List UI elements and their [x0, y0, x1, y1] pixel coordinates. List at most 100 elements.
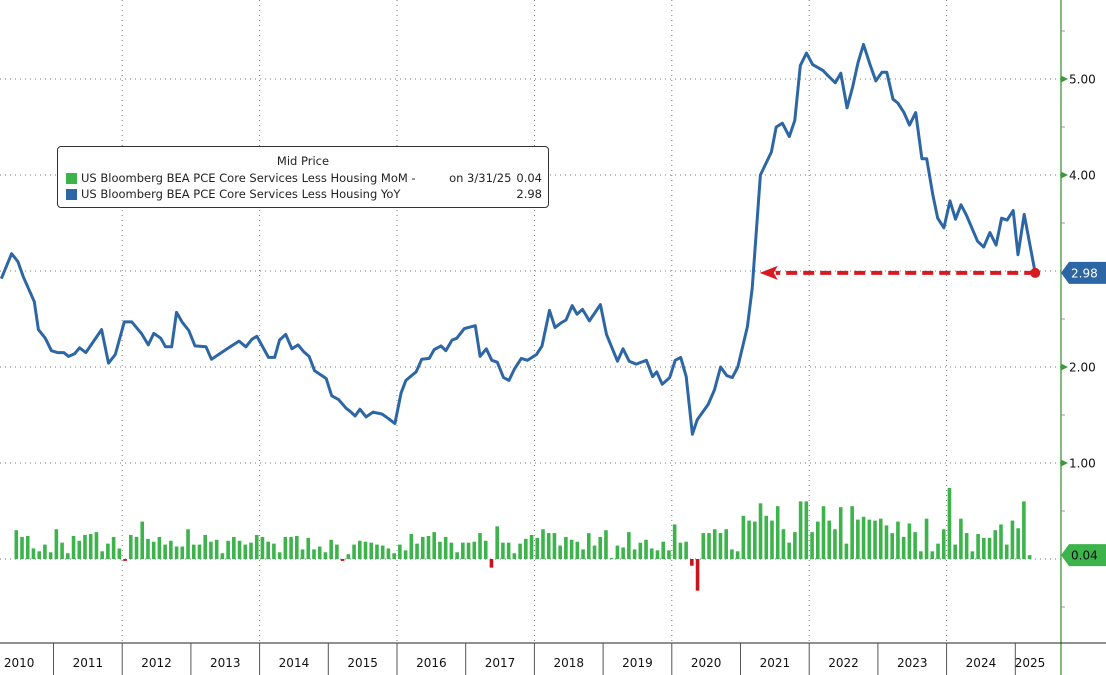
mom-bar	[930, 551, 935, 559]
mom-bar	[919, 551, 923, 559]
mom-bar	[54, 529, 59, 559]
mom-bar	[518, 543, 522, 559]
mom-bar	[483, 540, 488, 559]
legend-label-mom: US Bloomberg BEA PCE Core Services Less …	[81, 171, 416, 185]
mom-bar	[775, 506, 780, 559]
mom-bar	[850, 506, 854, 559]
mom-bar	[878, 518, 883, 559]
mom-bar	[581, 549, 585, 559]
mom-bar	[420, 536, 425, 559]
mom-bar	[88, 534, 93, 559]
mom-bar	[226, 540, 230, 559]
mom-bar	[907, 523, 912, 559]
mom-bar	[770, 520, 774, 559]
mom-bar	[867, 519, 872, 559]
x-tick-label: 2020	[691, 656, 722, 670]
mom-bar	[632, 549, 637, 559]
legend-swatch-mom	[66, 172, 77, 184]
mom-bar	[964, 533, 969, 559]
mom-bar	[169, 540, 173, 559]
x-tick-label: 2022	[828, 656, 859, 670]
mom-bar	[690, 559, 694, 566]
y-tick-label: 1.00	[1069, 457, 1096, 471]
mom-bar	[861, 516, 866, 559]
mom-bar	[890, 533, 895, 559]
mom-bar	[747, 520, 751, 559]
mom-bar	[180, 546, 185, 559]
mom-bar	[277, 552, 282, 559]
mom-bar	[936, 543, 940, 559]
annotation-arrow	[759, 265, 1041, 280]
mom-bar	[644, 539, 648, 559]
mom-bar	[558, 545, 562, 559]
legend-entry-mom: US Bloomberg BEA PCE Core Services Less …	[58, 170, 548, 186]
mom-bar	[438, 541, 442, 559]
mom-bar	[655, 550, 660, 559]
mom-bar	[380, 545, 385, 559]
mom-bar	[432, 532, 437, 559]
mom-bar	[466, 542, 471, 559]
mom-bar	[1016, 528, 1020, 559]
mom-bar	[844, 543, 849, 559]
mom-bar	[833, 529, 837, 559]
x-tick-label: 2018	[553, 656, 584, 670]
mom-bar	[272, 543, 276, 559]
mom-bar	[604, 530, 608, 559]
mom-bar	[667, 550, 671, 559]
mom-bar	[77, 540, 82, 559]
y-tick-label: 2.00	[1069, 361, 1096, 375]
mom-bar	[426, 535, 431, 559]
y-tick-marker	[1061, 459, 1068, 467]
mom-bar	[793, 532, 797, 559]
mom-bar	[982, 537, 986, 559]
mom-bar	[953, 544, 957, 559]
mom-bar	[163, 544, 167, 559]
legend-swatch-yoy	[66, 188, 77, 200]
mom-bar	[31, 548, 36, 559]
mom-bar	[649, 548, 654, 559]
mom-bar	[254, 535, 259, 559]
x-tick-label: 2014	[279, 656, 310, 670]
mom-bar	[524, 538, 528, 559]
mom-bar	[340, 559, 345, 561]
mom-bar	[495, 526, 499, 559]
legend-label-yoy: US Bloomberg BEA PCE Core Services Less …	[81, 187, 401, 201]
mom-bar	[357, 540, 362, 559]
x-tick-label: 2010	[4, 656, 35, 670]
mom-bar	[237, 540, 242, 559]
mom-bar	[724, 529, 728, 559]
mom-bar	[1004, 544, 1009, 559]
mom-bar	[197, 544, 202, 559]
mom-bar	[730, 549, 734, 559]
mom-bar	[753, 521, 757, 559]
mom-bar	[386, 548, 391, 559]
mom-bar	[289, 536, 293, 559]
yoy-line-layer	[0, 42, 1037, 436]
mom-bar	[1022, 501, 1026, 559]
mom-bar	[787, 542, 791, 559]
mom-bar	[798, 501, 803, 559]
mom-bar	[976, 534, 980, 559]
x-tick-label: 2016	[416, 656, 447, 670]
mom-bar	[592, 545, 597, 559]
mom-bar	[111, 536, 116, 559]
mom-bar	[838, 507, 843, 559]
mom-bar	[873, 520, 877, 559]
y-tick-marker	[1061, 75, 1068, 83]
mom-bar	[186, 529, 190, 559]
mom-bar	[821, 506, 826, 559]
mom-bar	[695, 559, 700, 591]
mom-bar	[712, 529, 717, 559]
mom-bar	[203, 535, 208, 559]
mom-bar	[323, 552, 328, 559]
mom-bar	[295, 535, 299, 559]
mom-bar	[146, 538, 150, 559]
mom-bar	[987, 537, 992, 559]
mom-bar	[478, 533, 482, 559]
mom-bar	[718, 533, 723, 559]
mom-bar	[123, 559, 127, 561]
yoy-line	[0, 42, 1037, 436]
mom-bar	[999, 524, 1003, 559]
mom-bar	[220, 553, 225, 559]
mom-bar	[140, 521, 145, 559]
